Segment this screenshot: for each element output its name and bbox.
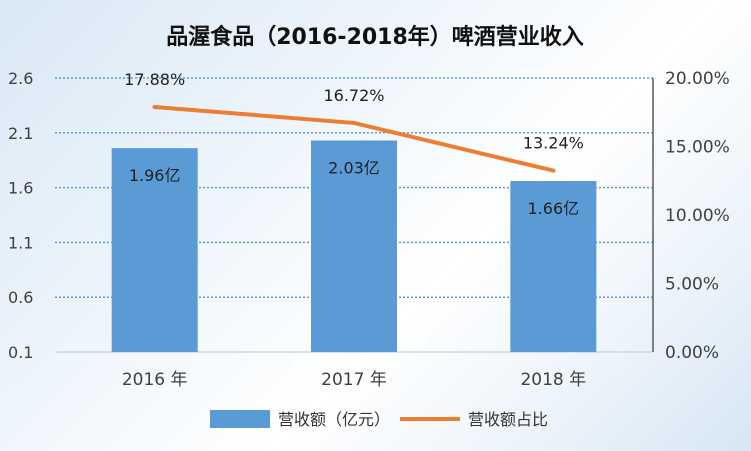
y-right-tick-label: 20.00%: [665, 69, 730, 89]
bar-data-label: 1.66亿: [528, 199, 580, 218]
bar: [510, 181, 597, 352]
x-tick-label: 2018 年: [520, 370, 586, 390]
legend-label-bar: 营收额（亿元）: [278, 410, 390, 429]
bar: [111, 148, 198, 352]
bar: [311, 140, 397, 352]
line-point: [352, 120, 356, 125]
y-left-tick-label: 1.6: [8, 179, 33, 198]
line-data-label: 16.72%: [323, 86, 384, 105]
y-right-tick-label: 5.00%: [665, 275, 719, 295]
legend-swatch-bar: [210, 410, 270, 428]
y-left-tick-label: 2.6: [8, 69, 33, 88]
bar-data-label: 1.96亿: [129, 166, 181, 185]
y-right-tick-label: 15.00%: [665, 138, 730, 158]
y-left-tick-label: 1.1: [8, 233, 33, 252]
y-left-tick-label: 0.6: [8, 288, 33, 307]
y-right-tick-label: 0.00%: [665, 343, 719, 363]
x-tick-label: 2017 年: [321, 370, 387, 390]
line-data-label: 13.24%: [523, 134, 584, 153]
line-point: [551, 168, 556, 173]
y-right-tick-label: 10.00%: [665, 206, 730, 226]
y-left-tick-label: 0.1: [8, 343, 33, 362]
line-point: [152, 105, 157, 110]
bar-data-label: 2.03亿: [328, 158, 380, 177]
x-tick-label: 2016 年: [122, 370, 188, 390]
legend-label-line: 营收额占比: [468, 410, 548, 429]
y-left-tick-label: 2.1: [8, 124, 33, 143]
line-data-label: 17.88%: [124, 70, 185, 89]
chart-title: 品渥食品（2016-2018年）啤酒营业收入: [166, 24, 584, 50]
